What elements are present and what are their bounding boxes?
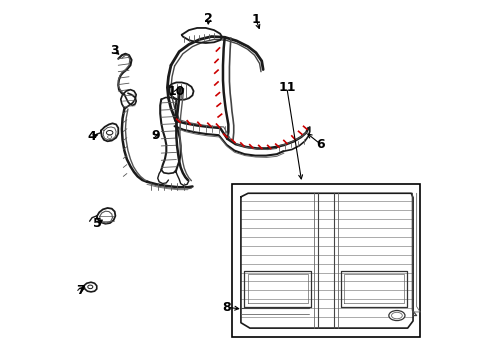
Ellipse shape [88, 285, 93, 289]
Bar [231, 184, 419, 337]
Text: 10: 10 [167, 85, 185, 98]
Text: 4: 4 [87, 130, 96, 144]
Text: 5: 5 [93, 217, 102, 230]
Ellipse shape [106, 131, 113, 135]
Text: 8: 8 [222, 301, 230, 314]
Text: 2: 2 [204, 12, 213, 25]
Ellipse shape [388, 311, 404, 320]
Ellipse shape [107, 135, 112, 138]
Ellipse shape [391, 312, 402, 319]
Text: 3: 3 [110, 44, 119, 57]
Text: 1: 1 [251, 13, 260, 26]
Text: 11: 11 [278, 81, 295, 94]
Text: 7: 7 [76, 284, 84, 297]
Text: 9: 9 [151, 129, 160, 142]
Text: 6: 6 [316, 138, 324, 150]
